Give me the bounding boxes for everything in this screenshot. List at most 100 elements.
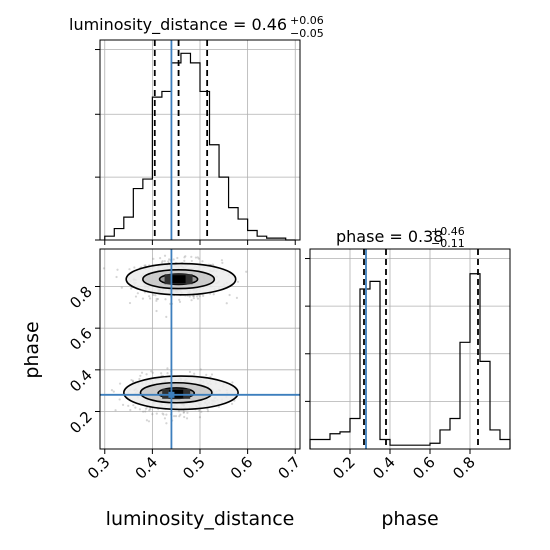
scatter-point <box>144 264 147 267</box>
scatter-point <box>197 257 200 260</box>
scatter-point <box>163 254 167 257</box>
scatter-point <box>200 410 203 413</box>
scatter-point <box>158 257 162 260</box>
scatter-point <box>217 405 220 408</box>
x-tick-label-phase: 0.4 <box>369 453 399 483</box>
scatter-point <box>193 372 196 375</box>
scatter-point <box>179 413 182 416</box>
axes-frame <box>309 248 511 450</box>
scatter-point <box>142 410 145 413</box>
x-tick-label-phase: 0.6 <box>409 453 439 483</box>
scatter-point <box>183 256 186 259</box>
scatter-point <box>155 299 158 302</box>
y-tick-label-phase: 0.8 <box>66 283 96 313</box>
scatter-panel <box>95 248 301 454</box>
scatter-point <box>161 259 164 263</box>
hist-panel-phase: phase = 0.38 +0.46 −0.11 <box>305 225 511 454</box>
scatter-point <box>121 403 125 406</box>
scatter-point <box>184 255 187 258</box>
scatter-point <box>165 315 168 319</box>
scatter-point <box>133 266 136 269</box>
y-tick-label-phase: 0.2 <box>66 408 96 438</box>
scatter-point <box>147 420 151 423</box>
scatter-point <box>167 258 171 261</box>
scatter-point <box>177 410 181 413</box>
scatter-point <box>152 257 155 260</box>
histogram-step-line <box>309 273 511 449</box>
scatter-point <box>136 292 139 295</box>
scatter-point <box>220 259 224 262</box>
scatter-point <box>202 294 205 297</box>
scatter-point <box>112 390 115 393</box>
scatter-point <box>152 293 155 297</box>
scatter-point <box>192 294 195 298</box>
title-phase-plus: +0.46 <box>431 225 465 238</box>
scatter-point <box>148 409 151 412</box>
scatter-point <box>163 260 166 263</box>
title-phase-prefix: phase = <box>336 227 408 246</box>
scatter-point <box>149 408 152 411</box>
x-tick-label-luminosity-distance: 0.5 <box>179 453 209 483</box>
scatter-point <box>201 260 204 263</box>
scatter-point <box>178 415 181 418</box>
scatter-point <box>148 297 152 300</box>
scatter-point <box>209 375 212 379</box>
scatter-point <box>228 293 231 297</box>
scatter-point <box>172 258 175 261</box>
scatter-point <box>129 408 132 412</box>
title-phase-value: 0.38 <box>408 227 444 246</box>
scatter-point <box>192 297 195 300</box>
scatter-point <box>182 410 186 414</box>
scatter-point <box>188 295 191 298</box>
scatter-point <box>134 406 137 409</box>
scatter-point <box>127 404 130 407</box>
scatter-point <box>150 370 153 373</box>
scatter-point <box>138 377 141 381</box>
scatter-point <box>198 409 201 412</box>
scatter-point <box>128 268 131 271</box>
scatter-point <box>185 417 189 420</box>
scatter-point <box>236 280 240 283</box>
scatter-point <box>190 299 193 302</box>
scatter-point <box>210 373 214 376</box>
scatter-point <box>120 286 123 289</box>
x-tick-label-luminosity-distance: 0.4 <box>132 453 162 483</box>
scatter-point <box>118 398 121 401</box>
scatter-point <box>235 296 239 299</box>
scatter-point <box>155 412 158 415</box>
xlabel-luminosity-distance: luminosity_distance <box>106 508 295 530</box>
scatter-point <box>131 379 135 382</box>
scatter-point <box>151 371 154 374</box>
scatter-point <box>206 409 210 413</box>
y-tick-label-phase: 0.6 <box>66 324 96 354</box>
scatter-point <box>176 256 179 260</box>
scatter-point <box>141 297 145 300</box>
scatter-point <box>132 404 135 407</box>
ylabel-phase: phase <box>21 321 43 378</box>
scatter-point <box>186 411 189 414</box>
scatter-point <box>160 261 164 264</box>
histogram-step-line <box>104 52 296 241</box>
scatter-point <box>192 295 195 298</box>
scatter-point <box>145 373 148 376</box>
scatter-point <box>188 370 192 373</box>
y-tick-label-phase: 0.4 <box>66 366 96 396</box>
scatter-point <box>116 268 119 271</box>
scatter-point <box>174 415 178 418</box>
x-tick-label-luminosity-distance: 0.7 <box>274 453 304 483</box>
scatter-point <box>154 294 157 297</box>
scatter-point <box>145 419 149 422</box>
scatter-point <box>128 301 132 305</box>
scatter-point <box>196 297 200 300</box>
scatter-point <box>164 298 167 301</box>
x-tick-label-phase: 0.8 <box>449 453 479 483</box>
density-peak <box>171 275 186 284</box>
scatter-point <box>163 417 167 420</box>
density-peak <box>169 389 184 398</box>
scatter-point <box>178 300 182 304</box>
scatter-point <box>166 372 169 375</box>
scatter-point <box>178 298 181 301</box>
scatter-point <box>211 263 214 266</box>
scatter-point <box>144 407 148 410</box>
scatter-point <box>172 414 176 418</box>
